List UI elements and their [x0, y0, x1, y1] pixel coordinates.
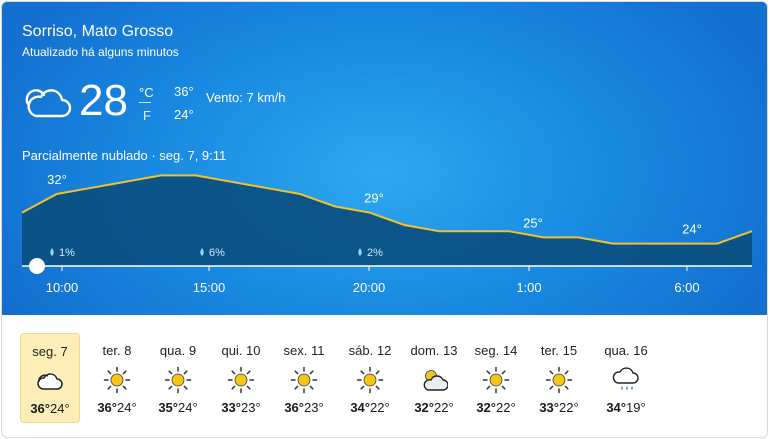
temperature-area: [22, 175, 752, 266]
forecast-day[interactable]: ter. 15 33°22°: [529, 333, 589, 423]
forecast-day-name: ter. 15: [540, 343, 578, 358]
forecast-low: 23°: [241, 400, 261, 415]
forecast-day[interactable]: ter. 8 36°24°: [87, 333, 147, 423]
sun-icon: [356, 366, 384, 394]
forecast-day[interactable]: sex. 11 36°23°: [274, 333, 334, 423]
today-high: 36°: [174, 84, 194, 99]
forecast-high: 36°: [284, 400, 304, 415]
forecast-day-temps: 33°23°: [211, 400, 271, 415]
time-label: 6:00: [674, 280, 699, 295]
sun-icon: [227, 366, 255, 394]
forecast-day-temps: 36°24°: [21, 401, 79, 416]
forecast-day-temps: 33°22°: [529, 400, 589, 415]
updated-text: Atualizado há alguns minutos: [22, 45, 179, 59]
raindrop-icon: [200, 248, 204, 256]
forecast-day-name: qua. 9: [159, 343, 197, 358]
current-temperature: 28: [79, 76, 128, 125]
forecast-high: 34°: [350, 400, 370, 415]
raindrop-icon: [50, 248, 54, 256]
forecast-day-temps: 32°22°: [466, 400, 526, 415]
wind-text: Vento: 7 km/h: [206, 90, 286, 105]
forecast-high: 35°: [158, 400, 178, 415]
forecast-day[interactable]: dom. 13 32°22°: [404, 333, 464, 423]
forecast-day-name: seg. 14: [474, 343, 518, 358]
today-low: 24°: [174, 107, 194, 122]
time-label: 15:00: [193, 280, 226, 295]
forecast-day-temps: 34°19°: [596, 400, 656, 415]
forecast-low: 24°: [117, 400, 137, 415]
forecast-day-temps: 36°24°: [87, 400, 147, 415]
partly-sunny-icon: [423, 370, 448, 391]
forecast-high: 36°: [97, 400, 117, 415]
location-title[interactable]: Sorriso, Mato Grosso: [22, 23, 174, 40]
forecast-low: 22°: [370, 400, 390, 415]
forecast-day-temps: 32°22°: [404, 400, 464, 415]
rain-icon: [612, 367, 639, 390]
sun-icon: [103, 366, 131, 394]
forecast-high: 34°: [606, 400, 626, 415]
time-label: 1:00: [516, 280, 541, 295]
raindrop-icon: [358, 248, 362, 256]
forecast-day-name: ter. 8: [102, 343, 132, 358]
forecast-day-name: qui. 10: [221, 343, 261, 358]
forecast-day-temps: 34°22°: [340, 400, 400, 415]
cloud-icon: [37, 373, 63, 390]
temp-label: 24°: [682, 222, 702, 237]
precip-chance: 2%: [367, 247, 383, 259]
forecast-high: 33°: [539, 400, 559, 415]
hourly-temperature-chart[interactable]: 10:0015:0020:001:006:0032°35°29°25°24°1%…: [2, 172, 768, 302]
precip-chance: 1%: [59, 247, 75, 259]
forecast-day-name: dom. 13: [410, 343, 458, 358]
unit-divider: [139, 102, 151, 103]
forecast-day[interactable]: qui. 10 33°23°: [211, 333, 271, 423]
partly-cloudy-icon: [25, 89, 72, 118]
forecast-low: 24°: [178, 400, 198, 415]
forecast-day[interactable]: seg. 14 32°22°: [466, 333, 526, 423]
sun-icon: [482, 366, 510, 394]
forecast-low: 24°: [50, 401, 70, 416]
forecast-day[interactable]: sáb. 12 34°22°: [340, 333, 400, 423]
forecast-high: 32°: [476, 400, 496, 415]
condition-text: Parcialmente nublado · seg. 7, 9:11: [22, 148, 227, 163]
forecast-day[interactable]: qua. 9 35°24°: [148, 333, 208, 423]
forecast-low: 22°: [434, 400, 454, 415]
time-label: 20:00: [353, 280, 386, 295]
forecast-high: 33°: [221, 400, 241, 415]
unit-celsius-toggle[interactable]: °C: [139, 85, 154, 100]
sun-icon: [290, 366, 318, 394]
precip-chance: 6%: [209, 247, 225, 259]
forecast-day-name: sex. 11: [283, 343, 325, 358]
forecast-high: 32°: [414, 400, 434, 415]
forecast-day[interactable]: seg. 7 36°24°: [20, 333, 80, 423]
forecast-day-name: seg. 7: [32, 344, 68, 359]
forecast-day-name: qua. 16: [604, 343, 648, 358]
time-label: 10:00: [46, 280, 79, 295]
temperature-line: [21, 174, 753, 245]
temp-label: 25°: [523, 215, 543, 230]
temp-label: 29°: [364, 191, 384, 206]
time-slider-handle[interactable]: [29, 258, 45, 274]
forecast-high: 36°: [30, 401, 50, 416]
forecast-day-temps: 35°24°: [148, 400, 208, 415]
sun-icon: [545, 366, 573, 394]
forecast-day[interactable]: qua. 16 34°19°: [596, 333, 656, 423]
daily-forecast-strip: seg. 7 36°24° ter. 8 36°24° qua. 9 35°24° qui.…: [2, 315, 767, 437]
current-conditions-panel: Sorriso, Mato Grosso Atualizado há algun…: [2, 2, 768, 315]
forecast-low: 23°: [304, 400, 324, 415]
forecast-day-name: sáb. 12: [348, 343, 392, 358]
forecast-low: 22°: [496, 400, 516, 415]
sun-icon: [164, 366, 192, 394]
temp-label: 32°: [47, 172, 67, 187]
forecast-low: 22°: [559, 400, 579, 415]
unit-fahrenheit-toggle[interactable]: F: [143, 108, 151, 123]
forecast-day-temps: 36°23°: [274, 400, 334, 415]
forecast-low: 19°: [626, 400, 646, 415]
